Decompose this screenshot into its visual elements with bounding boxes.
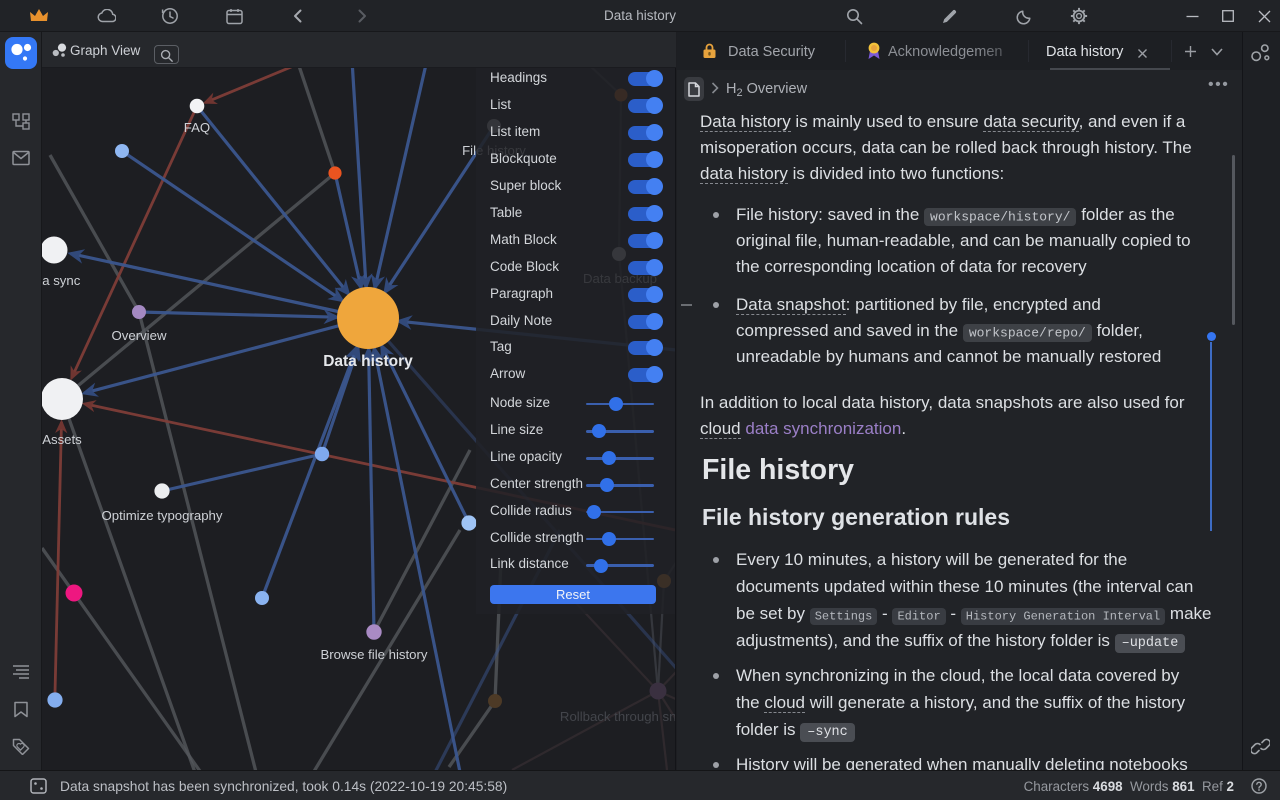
svg-text:Rollback through snapshot: Rollback through snapshot: [560, 709, 675, 724]
svg-text:Data sync: Data sync: [42, 273, 81, 288]
svg-text:Optimize typography: Optimize typography: [102, 508, 223, 523]
svg-text:Overview: Overview: [112, 328, 167, 343]
svg-text:Browse file history: Browse file history: [320, 647, 427, 662]
svg-text:Data history: Data history: [323, 353, 413, 370]
svg-text:Assets: Assets: [42, 432, 82, 447]
svg-text:FAQ: FAQ: [184, 120, 210, 135]
